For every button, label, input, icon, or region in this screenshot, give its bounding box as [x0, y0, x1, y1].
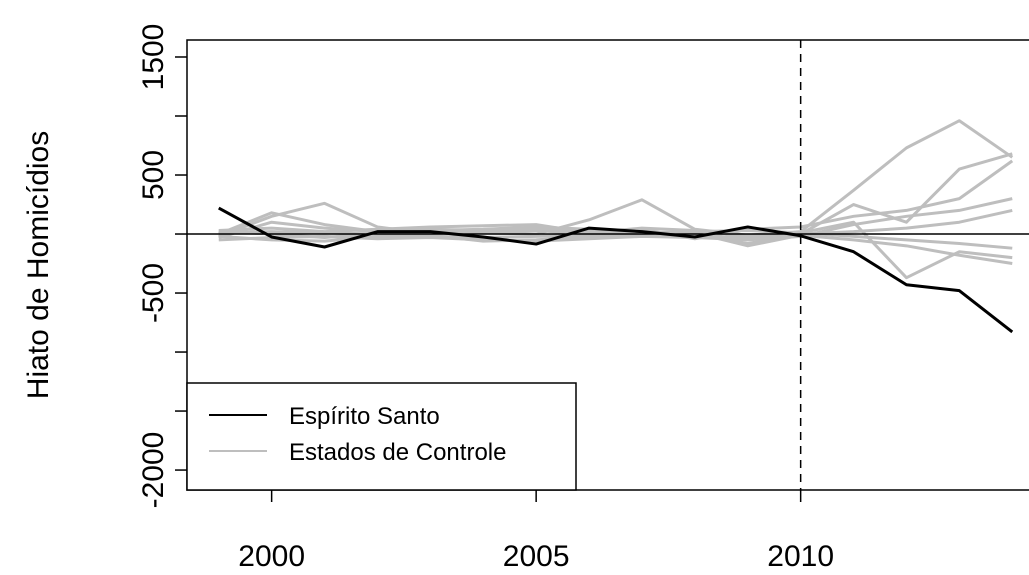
- plot-frame: [186, 39, 1029, 491]
- series-line: [218, 230, 1013, 266]
- y-tick-label: -500: [137, 263, 170, 323]
- legend-label: Espírito Santo: [289, 403, 440, 430]
- series-line: [218, 119, 1014, 238]
- series-line: [218, 197, 1013, 243]
- x-tick-label: 2010: [767, 540, 834, 573]
- legend-label: Estados de Controle: [289, 439, 506, 466]
- legend-box: [186, 382, 577, 491]
- y-tick-label: 500: [137, 150, 170, 200]
- x-tick-label: 2000: [238, 540, 305, 573]
- y-tick-label: -2000: [137, 432, 170, 509]
- series-line: [218, 206, 1014, 334]
- x-tick-label: 2005: [503, 540, 570, 573]
- y-axis-label: Hiato de Homicídios: [22, 131, 55, 399]
- y-tick-label: 1500: [137, 24, 170, 91]
